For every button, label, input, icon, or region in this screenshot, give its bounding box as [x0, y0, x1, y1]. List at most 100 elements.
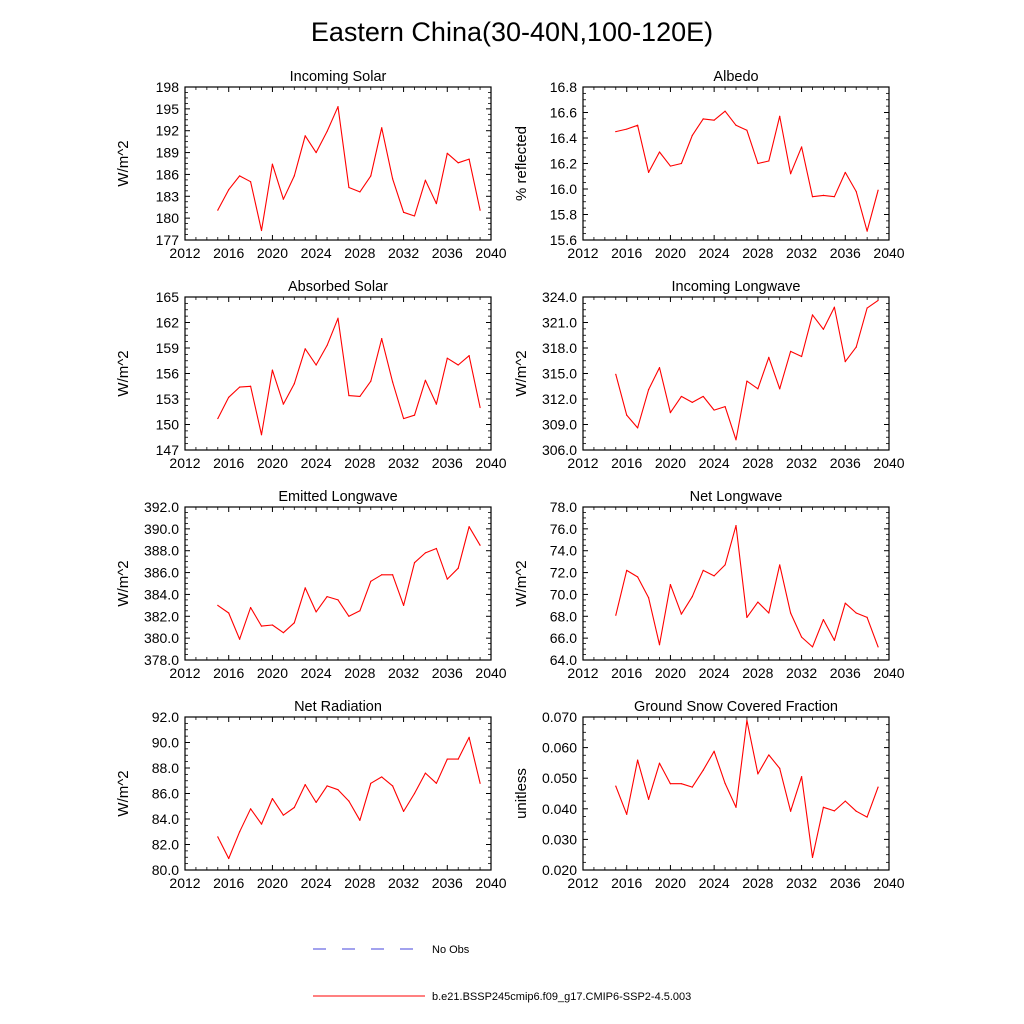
data-point — [337, 317, 339, 319]
data-point — [435, 403, 437, 405]
data-point — [866, 816, 868, 818]
y-tick-label: 0.040 — [542, 801, 577, 817]
plot-frame — [582, 716, 890, 871]
data-point — [249, 181, 252, 183]
series-line — [615, 299, 879, 441]
data-point — [468, 736, 470, 739]
x-tick-label: 2016 — [213, 245, 244, 261]
x-tick-label: 2028 — [344, 245, 375, 261]
y-tick-label: 306.0 — [542, 442, 577, 458]
data-point — [680, 395, 682, 398]
series-line — [615, 719, 879, 859]
data-point — [877, 189, 879, 191]
y-tick-label: 382.0 — [144, 608, 179, 624]
data-point — [800, 146, 803, 148]
data-point — [658, 644, 661, 646]
x-tick-label: 2028 — [344, 665, 375, 681]
data-point — [359, 819, 361, 821]
x-tick-label: 2016 — [611, 875, 642, 891]
data-point — [381, 338, 383, 340]
data-point — [811, 196, 814, 198]
x-tick-label: 2020 — [655, 665, 686, 681]
data-point — [811, 856, 814, 859]
data-point — [691, 134, 693, 137]
data-point — [217, 836, 219, 838]
data-point — [282, 403, 284, 405]
x-tick-label: 2028 — [344, 455, 375, 471]
data-point — [702, 569, 704, 571]
data-point — [790, 350, 792, 352]
y-tick-label: 384.0 — [144, 586, 179, 602]
y-tick-label: 321.0 — [542, 315, 577, 331]
data-point — [735, 124, 737, 126]
figure-title: Eastern China(30-40N,100-120E) — [311, 17, 713, 47]
data-point — [691, 596, 693, 598]
x-tick-label: 2032 — [786, 665, 817, 681]
data-point — [304, 135, 306, 137]
data-point — [658, 366, 661, 369]
y-tick-label: 64.0 — [550, 652, 577, 668]
x-tick-label: 2024 — [301, 455, 332, 471]
panel-title: Incoming Solar — [290, 69, 387, 85]
data-point — [435, 782, 437, 784]
data-point — [779, 115, 781, 117]
data-point — [800, 776, 803, 778]
y-axis-label: W/m^2 — [115, 350, 132, 396]
data-point — [304, 587, 306, 589]
data-point — [359, 395, 361, 398]
y-tick-label: 180 — [156, 210, 180, 226]
data-point — [669, 583, 672, 586]
y-tick-label: 68.0 — [550, 608, 577, 624]
y-tick-label: 16.6 — [550, 105, 577, 121]
data-point — [735, 806, 737, 808]
data-point — [844, 171, 846, 174]
y-axis-label: % reflected — [513, 126, 530, 201]
data-point — [790, 173, 792, 175]
y-tick-label: 90.0 — [152, 735, 179, 751]
data-point — [424, 772, 427, 774]
data-point — [844, 602, 846, 604]
x-tick-label: 2036 — [830, 245, 861, 261]
data-point — [293, 622, 295, 624]
y-tick-label: 76.0 — [550, 521, 577, 537]
y-tick-label: 0.070 — [542, 709, 577, 725]
data-point — [691, 786, 693, 788]
y-axis-label: W/m^2 — [513, 560, 530, 606]
data-point — [402, 417, 405, 420]
data-point — [228, 857, 230, 860]
x-tick-label: 2032 — [786, 245, 817, 261]
y-tick-label: 86.0 — [152, 786, 179, 802]
data-point — [877, 299, 879, 301]
y-tick-label: 147 — [156, 442, 180, 458]
y-tick-label: 378.0 — [144, 652, 179, 668]
panel-title: Net Radiation — [294, 699, 382, 715]
data-point — [228, 612, 230, 614]
data-point — [833, 306, 835, 308]
series-line — [217, 317, 481, 436]
data-point — [413, 562, 416, 564]
data-point — [337, 789, 339, 791]
data-point — [326, 785, 328, 787]
data-point — [271, 163, 274, 165]
x-tick-label: 2040 — [873, 455, 904, 471]
data-point — [768, 754, 770, 756]
data-point — [669, 783, 672, 785]
data-point — [735, 439, 737, 441]
data-point — [446, 758, 448, 760]
data-point — [626, 414, 628, 416]
panel-title: Emitted Longwave — [278, 489, 397, 505]
data-point — [479, 406, 481, 409]
data-point — [337, 599, 339, 601]
y-tick-label: 92.0 — [152, 709, 179, 725]
y-tick-label: 159 — [156, 340, 180, 356]
x-tick-label: 2036 — [830, 665, 861, 681]
data-point — [822, 194, 825, 196]
x-tick-label: 2016 — [611, 245, 642, 261]
y-tick-label: 156 — [156, 366, 180, 382]
data-point — [735, 524, 737, 527]
data-point — [713, 750, 715, 752]
data-point — [424, 552, 427, 554]
data-point — [293, 806, 295, 809]
data-point — [392, 785, 394, 787]
